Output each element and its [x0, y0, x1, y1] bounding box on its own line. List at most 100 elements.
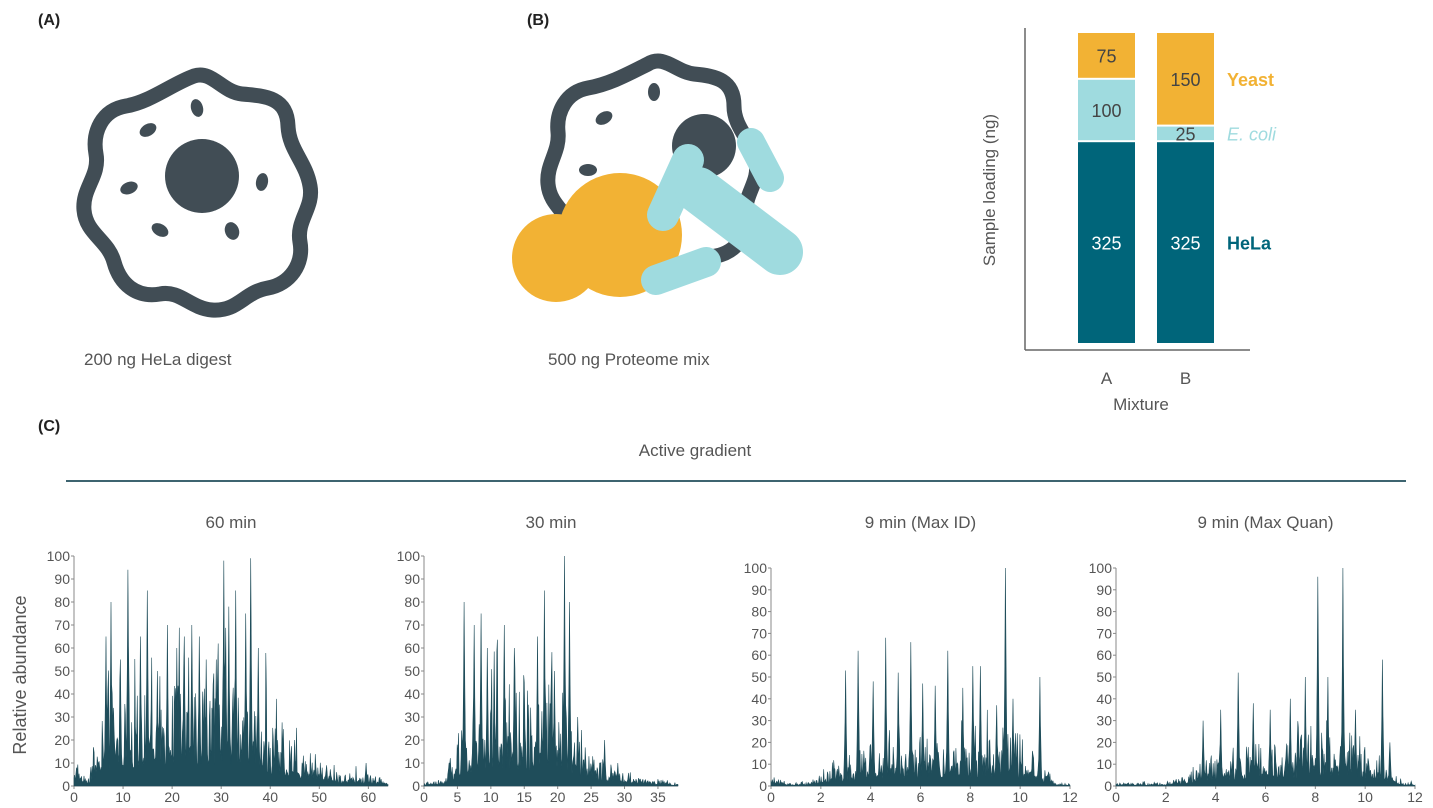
- y-tick-label: 30: [54, 709, 70, 725]
- panel-a-caption: 200 ng HeLa digest: [84, 350, 232, 369]
- x-tick-label: 6: [917, 789, 925, 803]
- x-tick-label: 10: [115, 789, 131, 803]
- y-tick-label: 90: [1096, 582, 1112, 598]
- x-tick-label: 0: [1112, 789, 1120, 803]
- chromatogram-9min-maxid: 9 min (Max ID) 0 10 20 30 40 50 60 70 80 90 100 0 2 4 6…: [744, 513, 1078, 803]
- y-tick-label: 40: [54, 686, 70, 702]
- bar-value-label: 100: [1091, 101, 1121, 121]
- cell-icon: [76, 67, 319, 318]
- y-tick-label: 60: [54, 640, 70, 656]
- y-tick-label: 20: [1096, 734, 1112, 750]
- relative-abundance-label: Relative abundance: [10, 595, 30, 754]
- y-tick-label: 70: [404, 617, 420, 633]
- bar-B-hela: [1157, 142, 1214, 343]
- chromatogram-trace: [73, 558, 389, 787]
- y-tick-label: 10: [54, 755, 70, 771]
- legend-hela: HeLa: [1227, 234, 1272, 254]
- bar-value-label: 150: [1170, 70, 1200, 90]
- x-tick-label: 15: [516, 789, 532, 803]
- y-tick-label: 90: [751, 582, 767, 598]
- bar-A-ecoli: [1078, 79, 1135, 141]
- x-tick-label: 50: [312, 789, 328, 803]
- y-tick-label: 60: [1096, 647, 1112, 663]
- x-tick-label: 40: [262, 789, 278, 803]
- stacked-bar-chart: 325 100 75 A 325 25 150 B HeLa E. coli Yeast Sampl…: [980, 28, 1277, 414]
- y-tick-label: 60: [751, 647, 767, 663]
- y-tick-label: 0: [1104, 778, 1112, 794]
- y-tick-label: 80: [751, 604, 767, 620]
- y-tick-label: 70: [751, 625, 767, 641]
- x-tick-label: 2: [1162, 789, 1170, 803]
- x-tick-label: 10: [1012, 789, 1028, 803]
- y-tick-label: 20: [54, 732, 70, 748]
- y-tick-label: 20: [751, 734, 767, 750]
- chart-title: 9 min (Max Quan): [1197, 513, 1333, 532]
- gradient-title: Active gradient: [638, 441, 752, 460]
- x-tick-label: 12: [1407, 789, 1423, 803]
- relative-abundance-label-svg: Relative abundance: [10, 595, 30, 754]
- x-tick-label: 60: [361, 789, 377, 803]
- bar-B-ecoli: [1157, 126, 1214, 141]
- y-tick-label: 10: [1096, 756, 1112, 772]
- panel-b-caption: 500 ng Proteome mix: [548, 350, 710, 369]
- legend-yeast: Yeast: [1227, 70, 1274, 90]
- y-tick-label: 10: [751, 756, 767, 772]
- y-tick-label: 0: [412, 778, 420, 794]
- x-tick-label: 20: [550, 789, 566, 803]
- y-tick-label: 0: [62, 778, 70, 794]
- y-tick-label: 40: [1096, 691, 1112, 707]
- bar-y-axis-label: Sample loading (ng): [980, 114, 999, 266]
- chart-title: 9 min (Max ID): [865, 513, 976, 532]
- panel-a-label: (A): [38, 12, 61, 29]
- y-tick-label: 100: [744, 560, 768, 576]
- y-tick-label: 10: [404, 755, 420, 771]
- y-tick-label: 40: [404, 686, 420, 702]
- y-tick-label: 50: [404, 663, 420, 679]
- x-tick-label: 4: [1212, 789, 1220, 803]
- chromatogram-9min-maxquan: 9 min (Max Quan) 0 10 20 30 40 50 60 70 80 90 100 0 2…: [1089, 513, 1423, 803]
- x-tick-label: 10: [1357, 789, 1373, 803]
- x-tick-label: 5: [454, 789, 462, 803]
- y-tick-label: 90: [54, 571, 70, 587]
- y-tick-label: 80: [404, 594, 420, 610]
- y-tick-label: 40: [751, 691, 767, 707]
- x-tick-label: A: [1101, 369, 1113, 388]
- y-tick-label: 70: [54, 617, 70, 633]
- bar-A-hela: [1078, 142, 1135, 343]
- x-tick-label: 0: [70, 789, 78, 803]
- y-tick-label: 30: [1096, 713, 1112, 729]
- panel-c-label: (C): [38, 418, 61, 435]
- y-tick-label: 80: [1096, 604, 1112, 620]
- proteome-mix-icon: [512, 53, 803, 302]
- panel-b-label: (B): [527, 12, 550, 29]
- chromatogram-trace: [1115, 567, 1416, 787]
- chromatogram-trace: [423, 555, 679, 787]
- bar-x-axis-label: Mixture: [1113, 395, 1169, 414]
- y-tick-label: 100: [397, 548, 421, 564]
- y-tick-label: 60: [404, 640, 420, 656]
- gradient-divider: [66, 480, 1406, 482]
- y-tick-label: 50: [54, 663, 70, 679]
- y-tick-label: 20: [404, 732, 420, 748]
- chromatogram-trace: [770, 567, 1071, 787]
- y-tick-label: 70: [1096, 625, 1112, 641]
- chart-title: 30 min: [525, 513, 576, 532]
- y-tick-label: 50: [1096, 669, 1112, 685]
- x-tick-label: 12: [1062, 789, 1078, 803]
- y-tick-label: 80: [54, 594, 70, 610]
- x-tick-label: 30: [617, 789, 633, 803]
- chromatogram-30min: 30 min 0 10 20 30 40 50 60 70 80 90 100 0 5 10 15 20 25 30…: [397, 513, 679, 803]
- y-tick-label: 30: [404, 709, 420, 725]
- x-tick-label: 6: [1262, 789, 1270, 803]
- chart-title: 60 min: [205, 513, 256, 532]
- chromatogram-60min: 60 min 0 10 20 30 40 50 60 70 80 90 100 0 10 20 30 40 50 6…: [47, 513, 389, 803]
- x-tick-label: B: [1180, 369, 1191, 388]
- bar-value-label: 25: [1175, 124, 1195, 144]
- y-tick-label: 100: [47, 548, 71, 564]
- x-tick-label: 30: [213, 789, 229, 803]
- x-tick-label: 25: [583, 789, 599, 803]
- x-tick-label: 2: [817, 789, 825, 803]
- y-tick-label: 0: [759, 778, 767, 794]
- x-tick-label: 10: [483, 789, 499, 803]
- y-tick-label: 50: [751, 669, 767, 685]
